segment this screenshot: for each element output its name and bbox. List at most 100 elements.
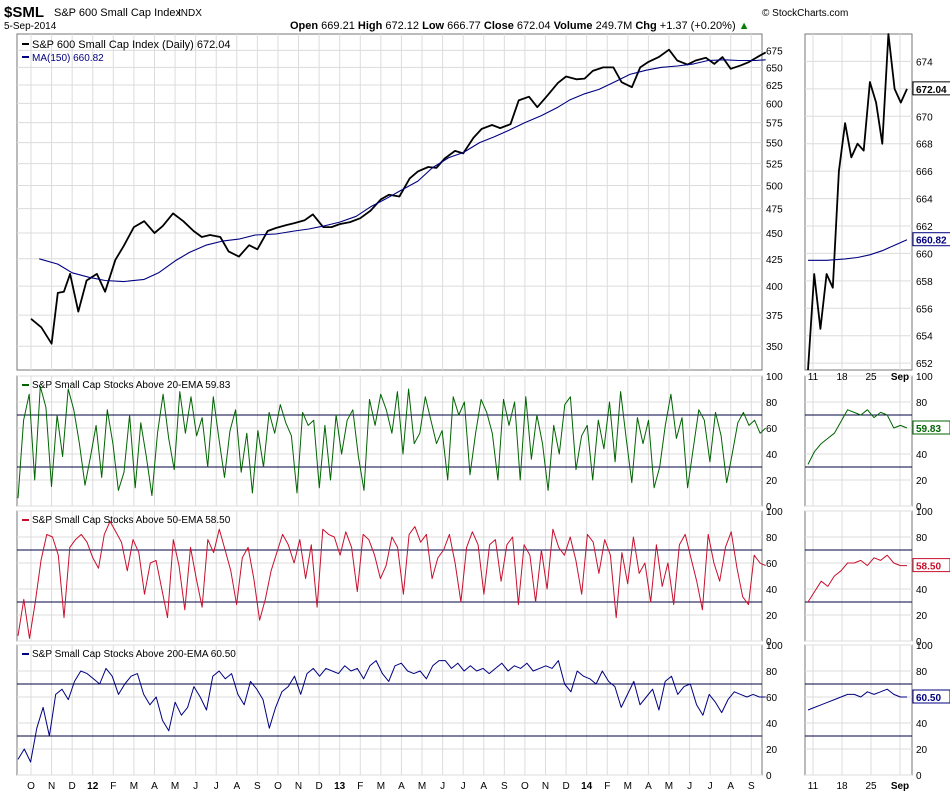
x-tick-label: A	[727, 781, 734, 792]
above200-title: S&P Small Cap Stocks Above 200-EMA 60.50	[32, 649, 236, 660]
above200-series-line	[17, 660, 766, 763]
zoom-y-tick-label: 20	[916, 611, 928, 622]
y-tick-label: 0	[766, 771, 772, 782]
quote-label: Open	[290, 20, 321, 32]
x-tick-label: 14	[581, 781, 593, 792]
above200-zoom-line	[807, 688, 907, 711]
y-tick-label: 525	[766, 160, 783, 171]
y-tick-label: 60	[766, 424, 778, 435]
x-tick-label: S	[748, 781, 755, 792]
zoom-y-tick-label: 652	[916, 359, 933, 370]
panel-frame	[16, 510, 763, 642]
last-price-label-box	[912, 81, 950, 96]
x-tick-label: J	[708, 781, 713, 792]
x-tick-label: J	[214, 781, 219, 792]
zoom-y-tick-label: 20	[916, 476, 928, 487]
y-tick-label: 0	[766, 637, 772, 648]
zoom-y-tick-label: 100	[916, 641, 933, 652]
x-tick-label: D	[562, 781, 569, 792]
x-tick-label: S	[254, 781, 261, 792]
quote-value: +1.37 (+0.20%)	[660, 20, 736, 32]
zoom-y-tick-label: 662	[916, 222, 933, 233]
above200-last-label-box	[912, 689, 950, 704]
zoom-panel-frame	[804, 644, 913, 776]
legend-price-label: S&P 600 Small Cap Index (Daily) 672.04	[32, 39, 231, 51]
zoom-y-tick-label: 668	[916, 140, 933, 151]
zoom-price-x-tick-label: 18	[836, 372, 848, 383]
x-tick-label: S	[501, 781, 508, 792]
chart-date: 5-Sep-2014	[4, 21, 57, 32]
y-tick-label: 350	[766, 342, 783, 353]
zoom-y-tick-label: 664	[916, 195, 933, 206]
x-tick-label: O	[521, 781, 529, 792]
x-tick-label: M	[130, 781, 138, 792]
x-tick-label: J	[193, 781, 198, 792]
zoom-y-tick-label: 656	[916, 304, 933, 315]
x-tick-label: A	[480, 781, 487, 792]
x-tick-label: O	[27, 781, 35, 792]
y-tick-label: 20	[766, 745, 778, 756]
zoom-y-tick-label: 80	[916, 533, 928, 544]
x-tick-label: D	[69, 781, 76, 792]
panel-frame	[16, 375, 763, 507]
panel-frame	[16, 33, 763, 371]
quote-value: 669.21	[321, 20, 355, 32]
x-tick-label: A	[645, 781, 652, 792]
quote-label: Chg	[632, 20, 660, 32]
symbol: $SML	[4, 4, 44, 21]
zoom-y-tick-label: 40	[916, 719, 928, 730]
y-tick-label: 100	[766, 372, 783, 383]
x-tick-label: M	[377, 781, 385, 792]
quote-label: Volume	[551, 20, 596, 32]
zoom-y-tick-label: 654	[916, 332, 933, 343]
above20-zoom-line	[807, 409, 908, 465]
y-tick-label: 375	[766, 311, 783, 322]
above20-last-label: 59.83	[916, 424, 941, 435]
x-tick-label: D	[316, 781, 323, 792]
zoom-x-tick-label: 25	[865, 781, 877, 792]
y-tick-label: 575	[766, 119, 783, 130]
x-tick-label: J	[687, 781, 692, 792]
zoom-y-tick-label: 658	[916, 277, 933, 288]
x-tick-label: M	[418, 781, 426, 792]
y-tick-label: 20	[766, 476, 778, 487]
quote-label: Low	[419, 20, 447, 32]
above20-last-label-box	[912, 420, 950, 435]
x-tick-label: A	[398, 781, 405, 792]
x-tick-label: J	[461, 781, 466, 792]
legend-ma-label: MA(150) 660.82	[32, 53, 104, 64]
last-ma-label-box	[912, 232, 950, 247]
zoom-y-tick-label: 660	[916, 249, 933, 260]
x-tick-label: M	[624, 781, 632, 792]
last-ma-label: 660.82	[916, 236, 947, 247]
x-tick-label: F	[604, 781, 610, 792]
zoom-y-tick-label: 670	[916, 112, 933, 123]
x-tick-label: F	[357, 781, 363, 792]
x-tick-label: O	[274, 781, 282, 792]
zoom-y-tick-label: 674	[916, 57, 933, 68]
x-tick-label: N	[295, 781, 302, 792]
zoom-x-tick-label: Sep	[891, 781, 909, 792]
y-tick-label: 40	[766, 719, 778, 730]
x-tick-label: N	[48, 781, 55, 792]
above50-zoom-line	[807, 554, 907, 603]
above50-last-label: 58.50	[916, 562, 941, 573]
zoom-y-tick-label: 100	[916, 372, 933, 383]
x-tick-label: J	[440, 781, 445, 792]
y-tick-label: 650	[766, 63, 783, 74]
y-tick-label: 425	[766, 255, 783, 266]
zoom-price-x-tick-label: 11	[808, 372, 819, 383]
zoom-price-line	[807, 33, 908, 371]
above20-series-line	[17, 385, 767, 499]
ma-series-line	[39, 59, 766, 283]
y-tick-label: 60	[766, 693, 778, 704]
quote-label: High	[355, 20, 386, 32]
zoom-y-tick-label: 666	[916, 167, 933, 178]
zoom-panel-frame	[804, 510, 913, 642]
y-tick-label: 100	[766, 641, 783, 652]
zoom-y-tick-label: 40	[916, 450, 928, 461]
y-tick-label: 20	[766, 611, 778, 622]
quote-value: 249.7M	[596, 20, 633, 32]
zoom-x-tick-label: 11	[808, 781, 819, 792]
zoom-x-tick-label: 18	[836, 781, 848, 792]
